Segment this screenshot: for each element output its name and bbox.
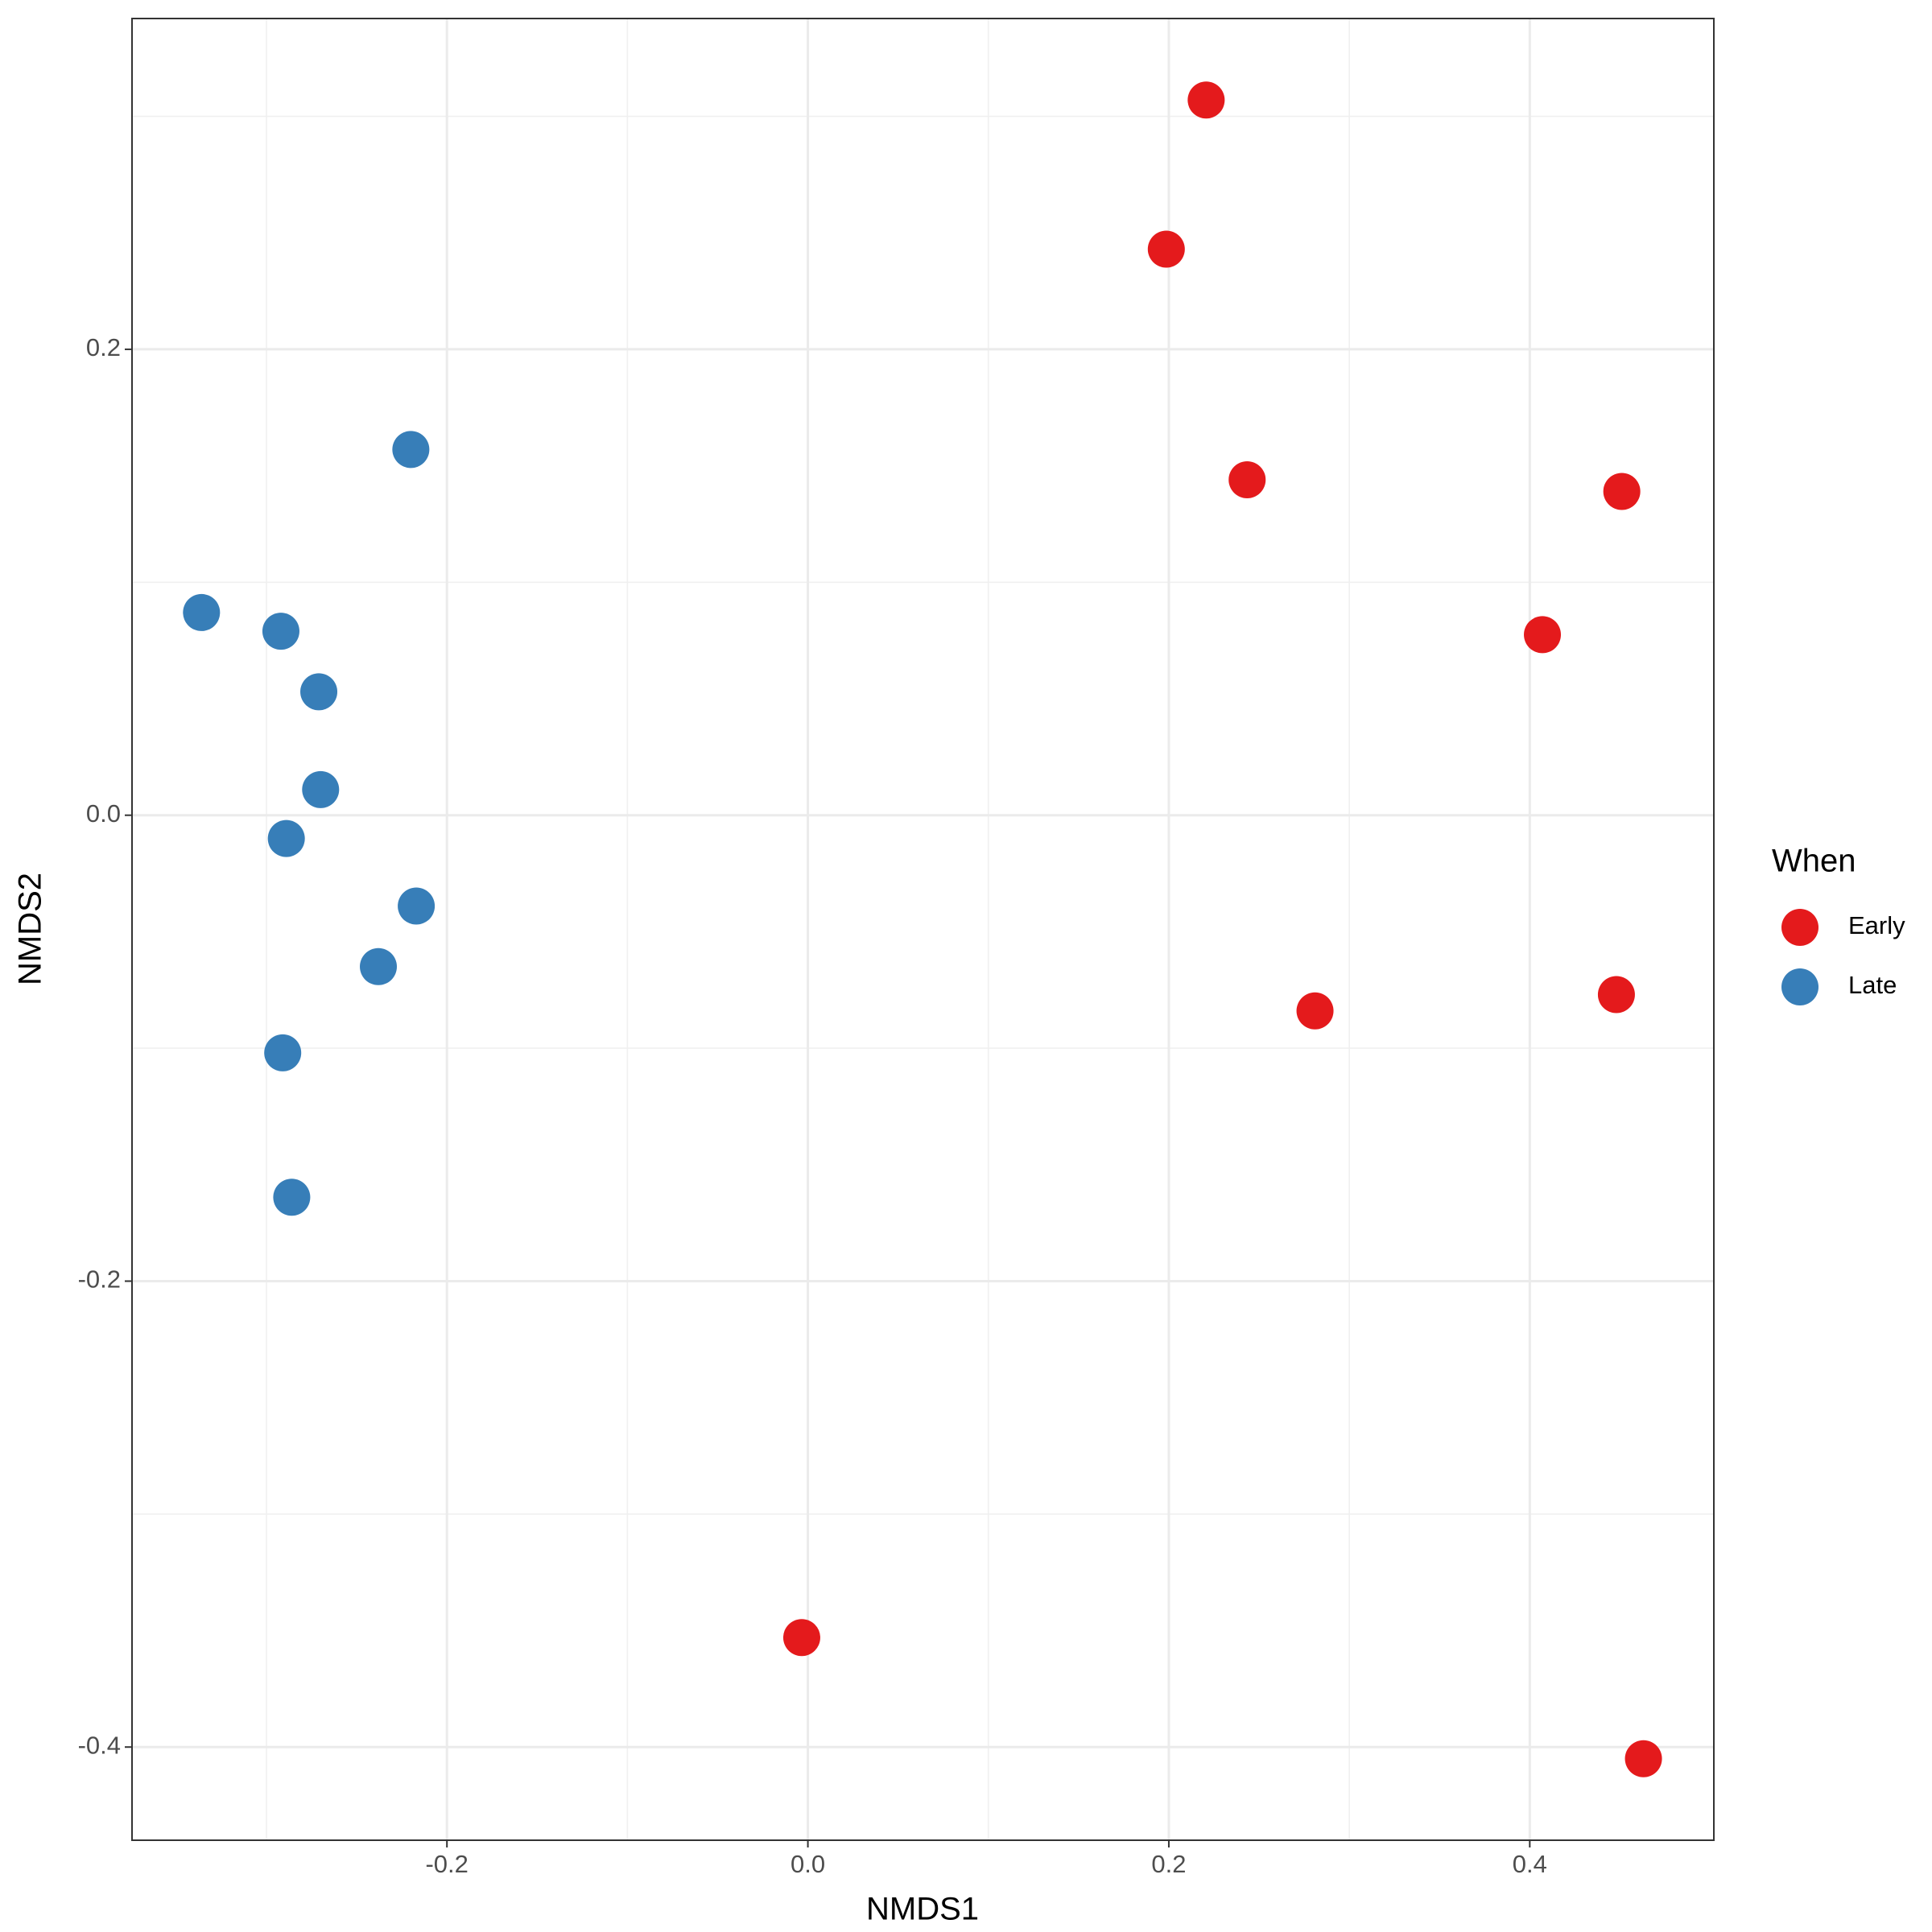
x-axis-title: NMDS1 <box>866 1892 979 1927</box>
point <box>1603 473 1641 510</box>
legend-key <box>1781 968 1818 1005</box>
panel-border <box>131 18 1715 1841</box>
point <box>302 770 340 808</box>
point <box>1597 976 1635 1013</box>
y-tick-label: -0.2 <box>78 1265 121 1294</box>
point <box>300 673 338 711</box>
x-tick-label: 0.2 <box>1151 1850 1186 1878</box>
point <box>262 613 299 650</box>
x-tick-label: -0.2 <box>425 1850 468 1878</box>
point <box>1187 81 1225 119</box>
point <box>273 1179 311 1216</box>
legend-label: Early <box>1848 911 1905 939</box>
y-tick-label: 0.0 <box>86 799 121 828</box>
point <box>1296 992 1334 1030</box>
point <box>1624 1740 1662 1777</box>
legend-key <box>1781 909 1818 946</box>
point <box>398 887 436 925</box>
point <box>360 947 398 985</box>
y-tick-label: -0.4 <box>78 1731 121 1759</box>
y-axis-title: NMDS2 <box>13 873 48 985</box>
legend-title: When <box>1772 844 1856 879</box>
point <box>267 819 305 857</box>
x-tick-label: 0.4 <box>1513 1850 1547 1878</box>
point <box>1147 230 1185 268</box>
point <box>1524 616 1562 654</box>
legend-label: Late <box>1848 971 1897 999</box>
y-tick-label: 0.2 <box>86 333 121 361</box>
point <box>782 1619 820 1657</box>
point <box>1228 460 1266 498</box>
point <box>392 431 430 469</box>
point <box>264 1034 302 1071</box>
plot-background <box>132 19 1714 1840</box>
x-tick-label: 0.0 <box>791 1850 825 1878</box>
point <box>183 593 221 631</box>
